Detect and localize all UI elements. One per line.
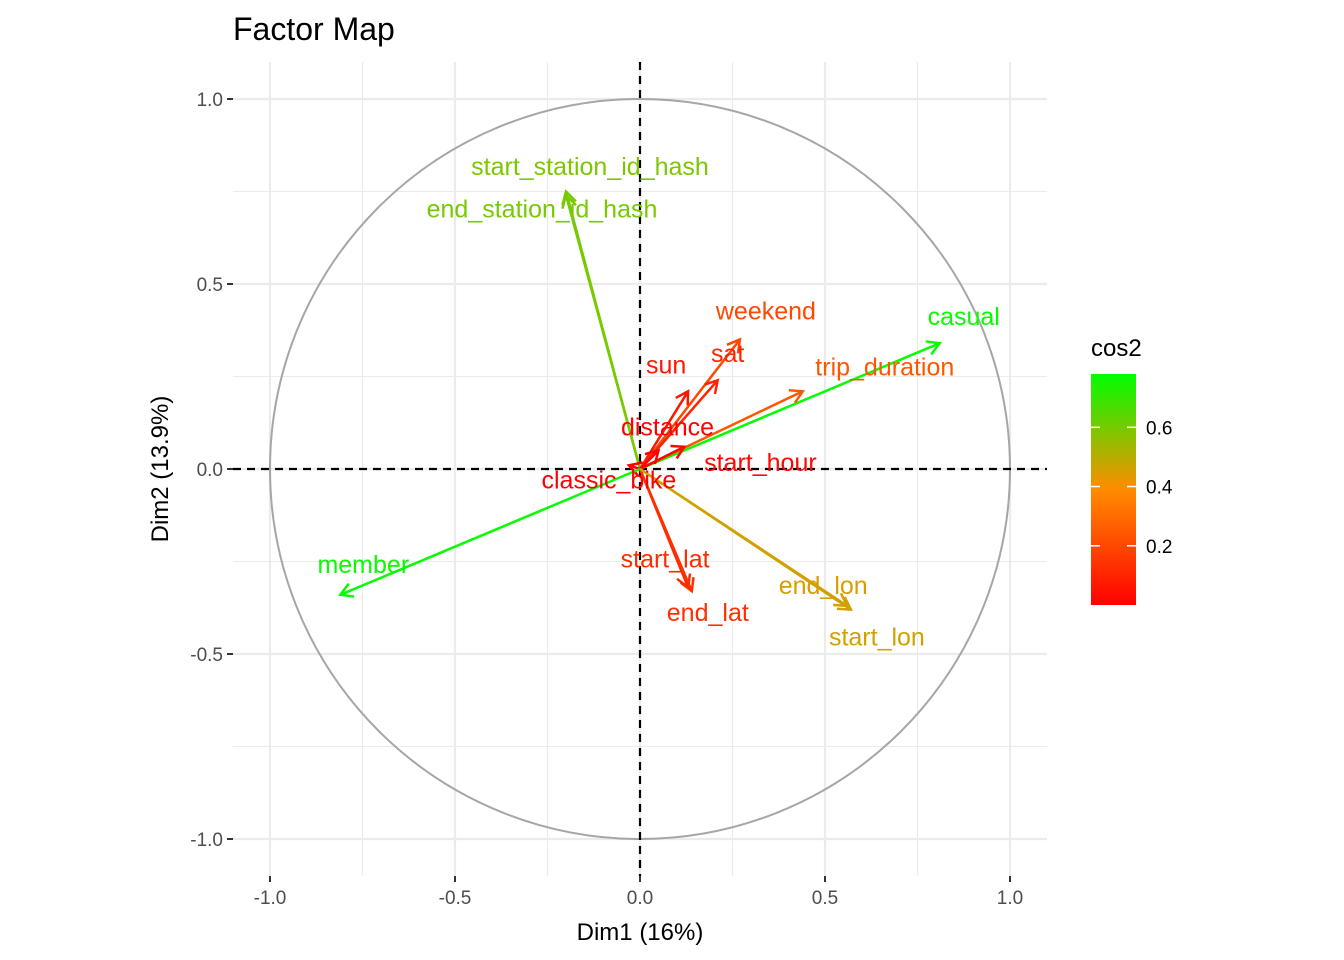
label-start_lon: start_lon (829, 624, 925, 652)
legend-tick-label: 0.4 (1146, 478, 1173, 499)
x-tick-label: 1.0 (997, 888, 1023, 909)
arrow-start_lon (639, 467, 852, 611)
arrow-sat (639, 379, 719, 470)
label-sat: sat (711, 340, 744, 368)
x-tick-label: -1.0 (254, 888, 287, 909)
arrowhead-casual (925, 340, 943, 356)
label-member: member (317, 551, 409, 579)
arrowhead-sat (704, 378, 720, 395)
arrow-member (339, 467, 641, 596)
variable-arrows (337, 189, 943, 611)
label-end_lat: end_lat (667, 599, 749, 627)
y-tick-label: -0.5 (190, 645, 223, 666)
legend-title: cos2 (1091, 335, 1142, 362)
legend-tick-label: 0.6 (1146, 418, 1172, 439)
legend-colorbar (1091, 374, 1136, 605)
y-axis-title: Dim2 (13.9%) (147, 396, 174, 543)
label-start_lat: start_lat (621, 545, 710, 573)
label-casual: casual (928, 303, 1000, 331)
arrow-start_hour (639, 445, 685, 471)
y-tick-label: -1.0 (190, 830, 223, 851)
arrowhead-end_lat (679, 577, 695, 594)
arrow-end_station_id_hash (564, 191, 642, 470)
arrowhead-end_station_id_hash (561, 189, 577, 206)
y-axis: -1.0 -0.5 0.0 0.5 1.0 (190, 90, 233, 851)
label-end_lon: end_lon (779, 572, 868, 600)
legend-ticks: 0.2 0.4 0.6 (1091, 418, 1173, 558)
label-end_station_id_hash: end_station_id_hash (427, 196, 658, 224)
y-tick-label: 0.0 (197, 460, 223, 481)
arrow-distance (639, 449, 660, 470)
label-distance: distance (621, 414, 714, 442)
label-weekend: weekend (715, 298, 816, 326)
label-trip_duration: trip_duration (815, 353, 954, 381)
x-tick-label: 0.5 (812, 888, 838, 909)
label-sun: sun (646, 351, 686, 379)
arrowhead-start_lon (836, 596, 853, 611)
arrowhead-member (337, 582, 355, 598)
arrowhead-sun (675, 389, 690, 406)
label-start_hour: start_hour (704, 449, 817, 477)
legend: cos2 0.2 0.4 0.6 (1091, 335, 1173, 605)
arrowhead-distance (644, 448, 661, 465)
arrowhead-weekend (726, 337, 742, 354)
x-tick-label: -0.5 (439, 888, 472, 909)
x-axis-title: Dim1 (16%) (577, 919, 704, 946)
chart-title: Factor Map (233, 11, 395, 47)
x-tick-label: 0.0 (627, 888, 653, 909)
arrow-weekend (639, 338, 741, 470)
x-axis: -1.0 -0.5 0.0 0.5 1.0 (254, 876, 1023, 909)
arrowhead-start_hour (670, 444, 687, 460)
label-classic_bike: classic_bike (542, 466, 677, 494)
y-tick-label: 0.5 (197, 275, 223, 296)
arrowhead-trip_duration (788, 388, 806, 404)
variable-labels: start_station_id_hash end_station_id_hash… (317, 153, 999, 651)
y-tick-label: 1.0 (197, 90, 223, 111)
arrow-sun (638, 390, 690, 470)
arrow-casual (639, 342, 941, 471)
label-start_station_id_hash: start_station_id_hash (471, 153, 709, 181)
arrow-end_lat (638, 468, 693, 592)
legend-tick-label: 0.2 (1146, 537, 1172, 558)
